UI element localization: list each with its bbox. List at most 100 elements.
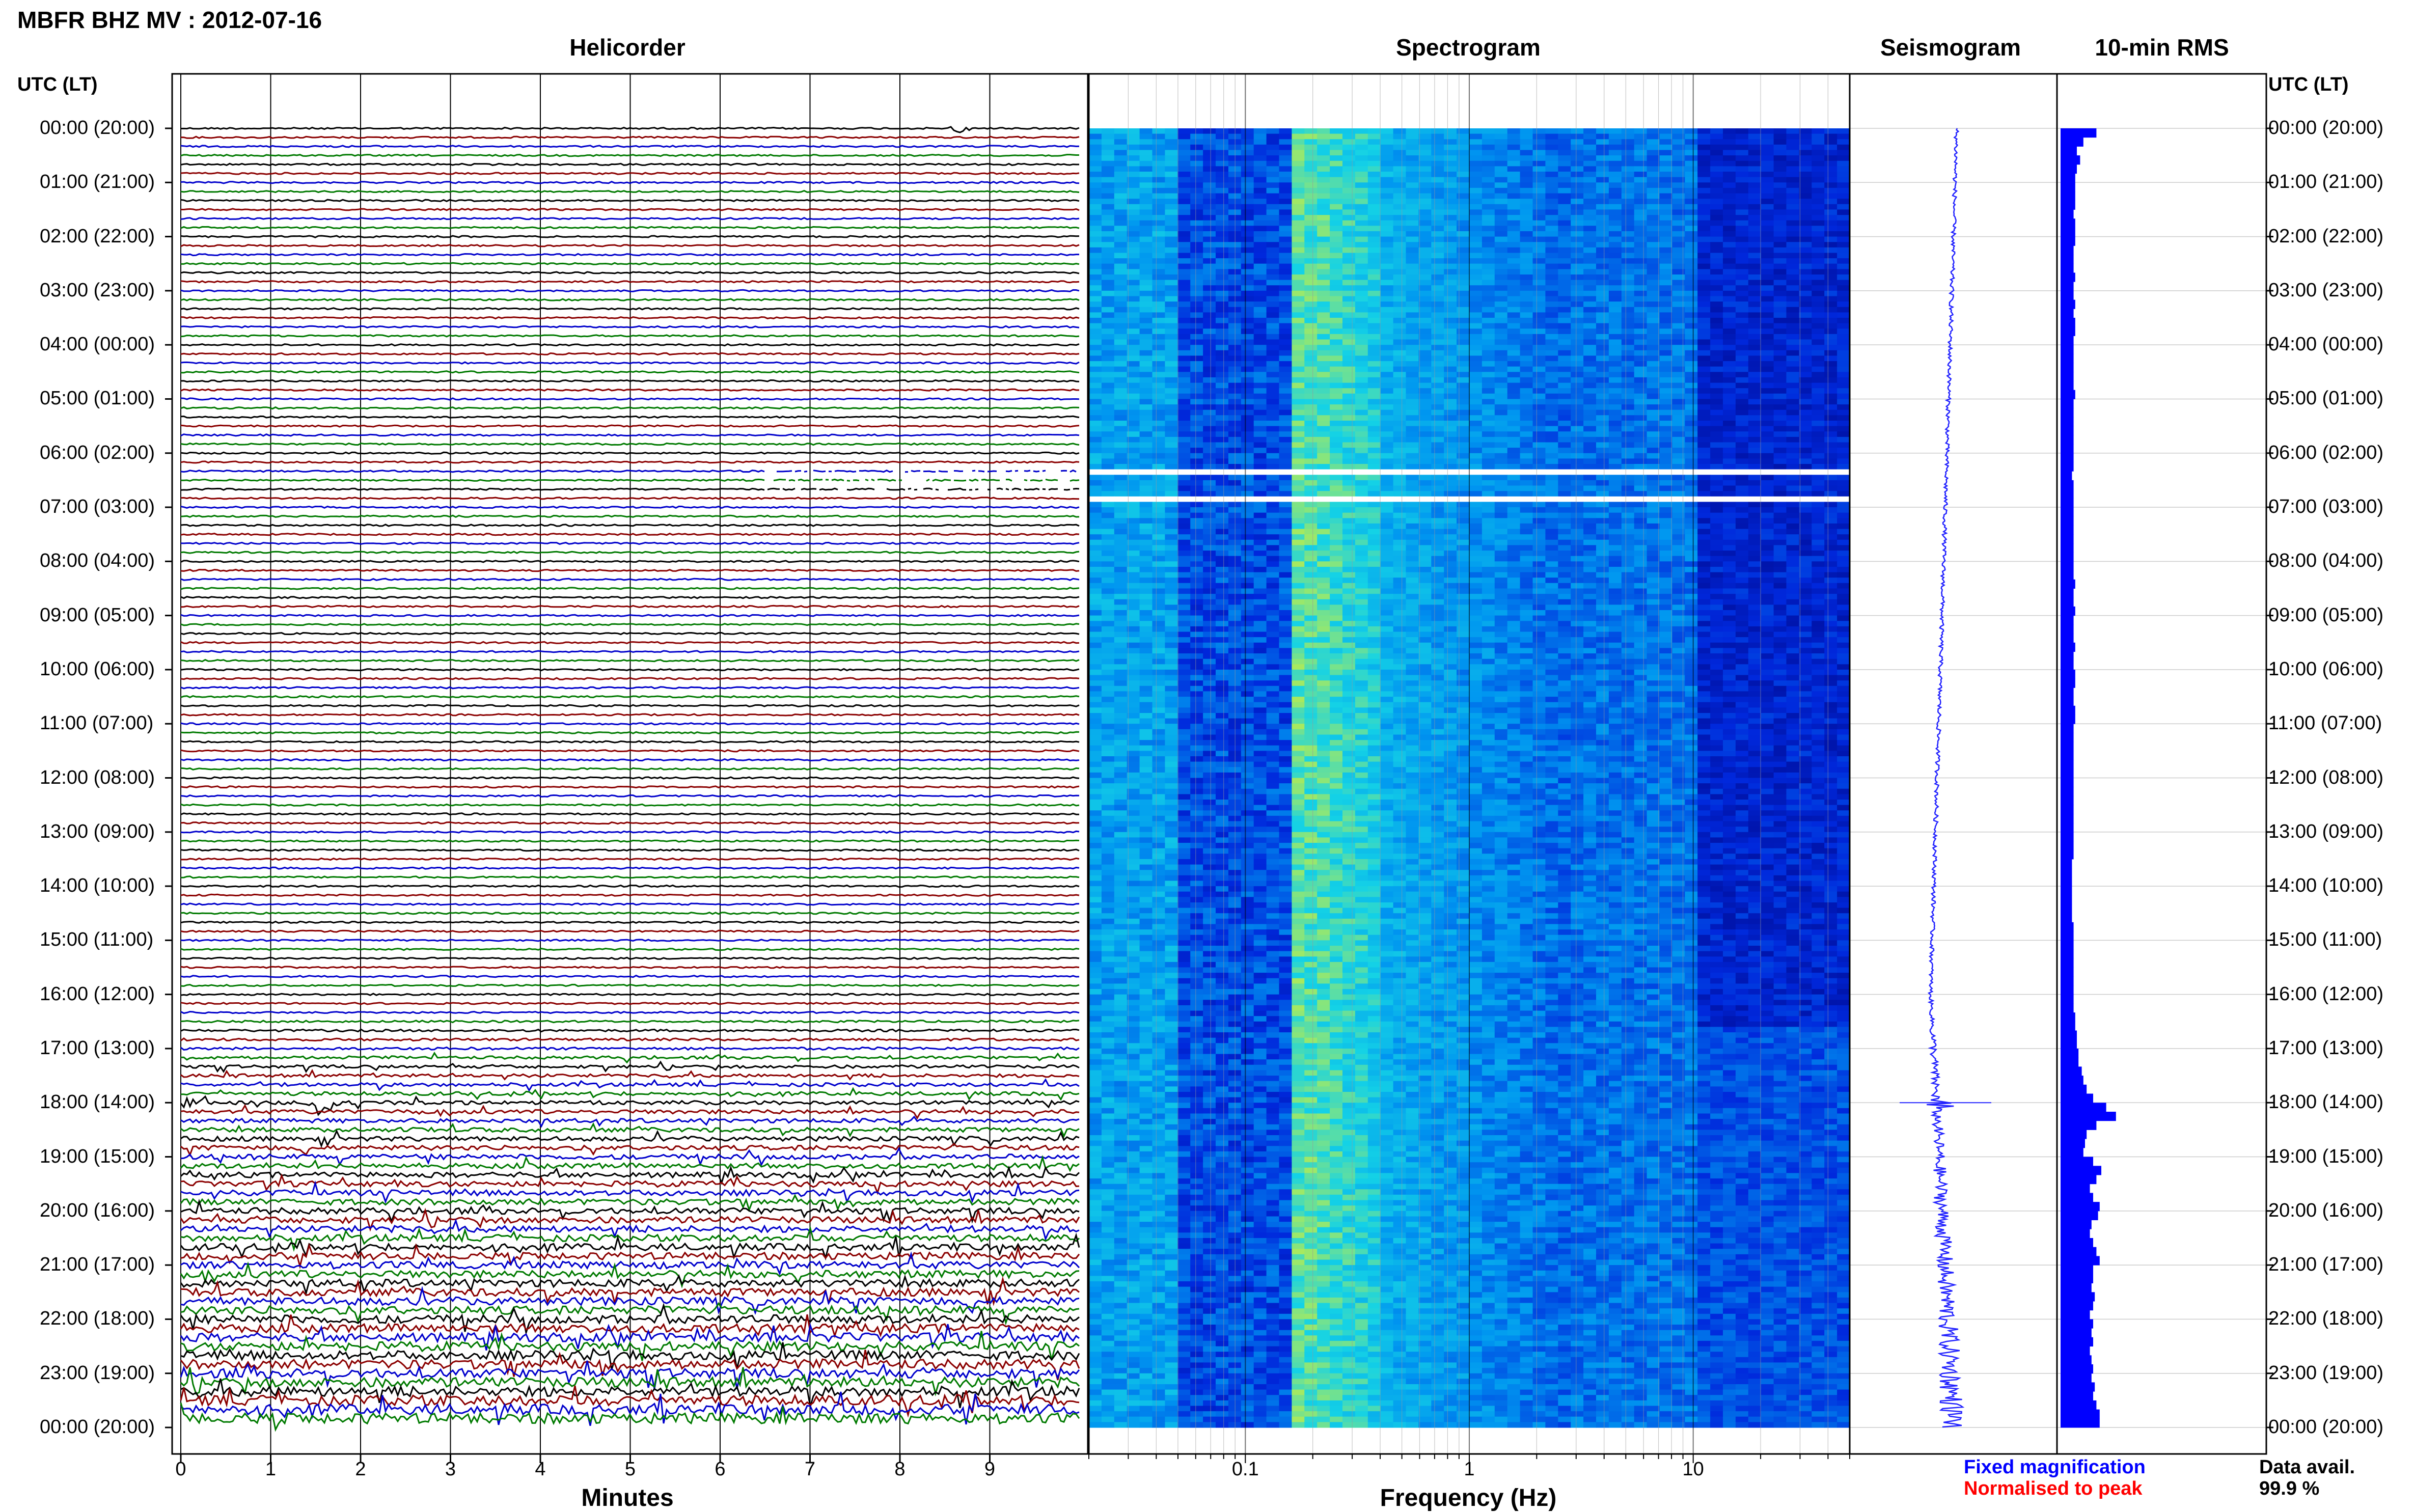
spectrogram-cell	[1533, 383, 1546, 389]
spectrogram-cell	[1710, 470, 1723, 475]
spectrogram-cell	[1545, 464, 1558, 470]
spectrogram-cell	[1799, 350, 1812, 356]
spectrogram-cell	[1102, 182, 1115, 188]
spectrogram-cell	[1545, 269, 1558, 274]
spectrogram-cell	[1507, 307, 1521, 313]
spectrogram-cell	[1787, 139, 1800, 145]
spectrogram-cell	[1837, 502, 1850, 507]
spectrogram-cell	[1089, 155, 1102, 161]
spectrogram-cell	[1089, 524, 1102, 529]
spectrogram-cell	[1304, 226, 1318, 231]
spectrogram-cell	[1406, 486, 1419, 491]
spectrogram-cell	[1761, 464, 1774, 470]
spectrogram-cell	[1304, 269, 1318, 274]
spectrogram-cell	[1342, 323, 1356, 329]
spectrogram-cell	[1444, 221, 1457, 226]
spectrogram-cell	[1609, 209, 1622, 215]
spectrogram-cell	[1140, 507, 1153, 513]
spectrogram-cell	[1254, 480, 1267, 486]
spectrogram-cell	[1533, 502, 1546, 507]
spectrogram-cell	[1685, 253, 1698, 259]
spectrogram-cell	[1596, 209, 1609, 215]
spectrogram-cell	[1507, 502, 1521, 507]
spectrogram-cell	[1824, 221, 1837, 226]
spectrogram-cell	[1330, 182, 1343, 188]
spectrogram-cell	[1203, 415, 1216, 421]
spectrogram-cell	[1406, 237, 1419, 242]
spectrogram-cell	[1533, 296, 1546, 302]
spectrogram-cell	[1507, 453, 1521, 459]
spectrogram-cell	[1317, 361, 1330, 367]
spectrogram-cell	[1596, 556, 1609, 562]
spectrogram-cell	[1317, 551, 1330, 556]
spectrogram-cell	[1368, 291, 1381, 296]
spectrogram-cell	[1571, 182, 1584, 188]
spectrogram-cell	[1368, 421, 1381, 426]
spectrogram-cell	[1622, 166, 1635, 172]
spectrogram-cell	[1583, 318, 1597, 323]
spectrogram-cell	[1774, 269, 1787, 274]
spectrogram-cell	[1837, 128, 1850, 134]
spectrogram-cell	[1812, 334, 1825, 340]
spectrogram-cell	[1723, 248, 1736, 253]
spectrogram-cell	[1241, 285, 1254, 291]
spectrogram-cell	[1507, 458, 1521, 464]
spectrogram-cell	[1393, 367, 1407, 372]
spectrogram-cell	[1482, 258, 1495, 264]
spectrogram-cell	[1609, 421, 1622, 426]
spectrogram-cell	[1748, 248, 1762, 253]
spectrogram-cell	[1787, 524, 1800, 529]
spectrogram-cell	[1799, 194, 1812, 199]
spectrogram-cell	[1736, 443, 1749, 448]
spectrogram-cell	[1089, 404, 1102, 410]
spectrogram-cell	[1634, 182, 1648, 188]
spectrogram-cell	[1647, 372, 1660, 377]
spectrogram-cell	[1381, 458, 1394, 464]
spectrogram-cell	[1355, 307, 1368, 313]
spectrogram-cell	[1330, 307, 1343, 313]
spectrogram-cell	[1571, 231, 1584, 237]
spectrogram-cell	[1824, 551, 1837, 556]
spectrogram-cell	[1495, 518, 1508, 524]
spectrogram-cell	[1089, 237, 1102, 242]
spectrogram-cell	[1660, 345, 1673, 350]
spectrogram-cell	[1368, 437, 1381, 443]
spectrogram-cell	[1520, 497, 1533, 502]
spectrogram-cell	[1292, 491, 1305, 497]
spectrogram-cell	[1457, 486, 1470, 491]
spectrogram-cell	[1165, 285, 1178, 291]
spectrogram-cell	[1457, 328, 1470, 334]
spectrogram-cell	[1127, 188, 1140, 194]
spectrogram-cell	[1609, 394, 1622, 399]
spectrogram-cell	[1089, 209, 1102, 215]
spectrogram-cell	[1812, 318, 1825, 323]
spectrogram-cell	[1153, 209, 1166, 215]
spectrogram-cell	[1102, 177, 1115, 183]
spectrogram-cell	[1190, 209, 1203, 215]
spectrogram-cell	[1571, 280, 1584, 286]
spectrogram-cell	[1787, 242, 1800, 248]
spectrogram-cell	[1457, 209, 1470, 215]
spectrogram-cell	[1545, 155, 1558, 161]
spectrogram-cell	[1723, 426, 1736, 432]
spectrogram-cell	[1660, 334, 1673, 340]
spectrogram-cell	[1267, 443, 1280, 448]
spectrogram-cell	[1444, 296, 1457, 302]
spectrogram-cell	[1774, 529, 1787, 535]
spectrogram-cell	[1153, 502, 1166, 507]
spectrogram-cell	[1190, 345, 1203, 350]
spectrogram-cell	[1431, 334, 1444, 340]
spectrogram-cell	[1165, 453, 1178, 459]
spectrogram-cell	[1533, 415, 1546, 421]
spectrogram-cell	[1736, 518, 1749, 524]
spectrogram-cell	[1317, 301, 1330, 307]
spectrogram-cell	[1761, 426, 1774, 432]
spectrogram-cell	[1583, 545, 1597, 551]
spectrogram-cell	[1317, 421, 1330, 426]
spectrogram-cell	[1507, 431, 1521, 437]
spectrogram-cell	[1418, 404, 1432, 410]
spectrogram-cell	[1787, 367, 1800, 372]
spectrogram-cell	[1102, 231, 1115, 237]
spectrogram-cell	[1495, 399, 1508, 405]
spectrogram-cell	[1533, 372, 1546, 377]
